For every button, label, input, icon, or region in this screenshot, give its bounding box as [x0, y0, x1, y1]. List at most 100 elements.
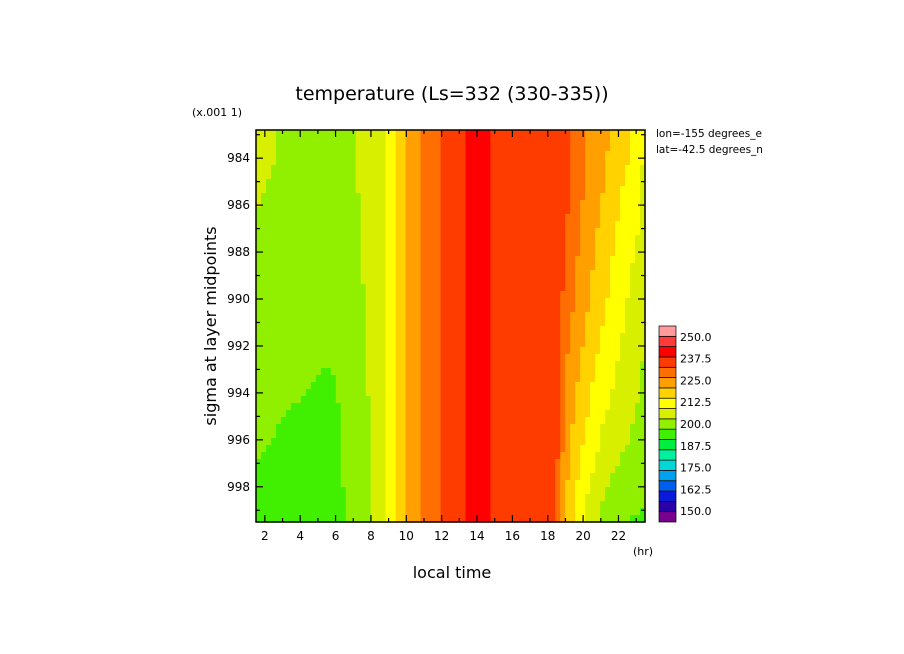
heatmap-cell [340, 389, 347, 397]
heatmap-cell [315, 249, 322, 257]
heatmap-cell [380, 242, 387, 250]
heatmap-cell [600, 270, 606, 278]
heatmap-cell [600, 305, 606, 313]
colorbar-swatch [658, 366, 677, 378]
heatmap-cell [305, 445, 312, 453]
heatmap-cell [460, 151, 467, 159]
heatmap-cell [260, 158, 267, 166]
heatmap-cell [495, 480, 501, 488]
heatmap-cell [340, 249, 347, 257]
heatmap-cell [440, 221, 447, 229]
colorbar-label: 250.0 [680, 331, 712, 344]
heatmap-cell [580, 459, 586, 467]
heatmap-cell [395, 466, 402, 474]
heatmap-cell [575, 480, 581, 488]
heatmap-cell [480, 487, 487, 495]
heatmap-cell [350, 291, 357, 299]
heatmap-cell [425, 382, 432, 390]
heatmap-cell [335, 466, 342, 474]
heatmap-cell [420, 193, 427, 201]
heatmap-cell [505, 417, 511, 425]
heatmap-cell [495, 130, 501, 138]
heatmap-cell [630, 452, 636, 460]
heatmap-cell [495, 193, 501, 201]
heatmap-cell [580, 361, 586, 369]
heatmap-cell [380, 270, 387, 278]
heatmap-cell [475, 256, 482, 264]
heatmap-cell [315, 277, 322, 285]
heatmap-cell [300, 424, 307, 432]
heatmap-cell [620, 361, 626, 369]
heatmap-cell [505, 396, 511, 404]
heatmap-cell [390, 459, 397, 467]
heatmap-cell [495, 368, 501, 376]
heatmap-cell [440, 151, 447, 159]
heatmap-cell [340, 298, 347, 306]
heatmap-cell [495, 249, 501, 257]
heatmap-cell [295, 263, 302, 271]
heatmap-cell [390, 221, 397, 229]
heatmap-cell [330, 403, 337, 411]
heatmap-cell [320, 137, 327, 145]
heatmap-cell [400, 333, 407, 341]
heatmap-cell [370, 438, 377, 446]
heatmap-cell [585, 431, 591, 439]
heatmap-cell [460, 186, 467, 194]
heatmap-cell [410, 424, 417, 432]
heatmap-cell [370, 396, 377, 404]
heatmap-cell [545, 403, 551, 411]
heatmap-cell [275, 249, 282, 257]
heatmap-cell [590, 389, 596, 397]
heatmap-cell [605, 172, 611, 180]
heatmap-cell [600, 431, 606, 439]
heatmap-cell [380, 179, 387, 187]
heatmap-cell [620, 375, 626, 383]
heatmap-cell [425, 347, 432, 355]
heatmap-cell [256, 452, 262, 460]
heatmap-cell [510, 340, 516, 348]
heatmap-cell [390, 193, 397, 201]
heatmap-cell [435, 438, 442, 446]
heatmap-cell [340, 396, 347, 404]
heatmap-cell [605, 501, 611, 509]
heatmap-cell [320, 375, 327, 383]
heatmap-cell [630, 151, 636, 159]
heatmap-cell [415, 396, 422, 404]
heatmap-cell [620, 256, 626, 264]
heatmap-cell [625, 389, 631, 397]
heatmap-cell [410, 221, 417, 229]
heatmap-cell [270, 466, 277, 474]
heatmap-cell [590, 130, 596, 138]
heatmap-cell [425, 186, 432, 194]
heatmap-cell [375, 459, 382, 467]
heatmap-cell [460, 396, 467, 404]
heatmap-cell [265, 473, 272, 481]
heatmap-cell [445, 284, 452, 292]
heatmap-cell [515, 172, 521, 180]
heatmap-cell [635, 228, 641, 236]
heatmap-cell [570, 137, 576, 145]
heatmap-cell [440, 501, 447, 509]
heatmap-cell [590, 480, 596, 488]
heatmap-cell [530, 151, 536, 159]
heatmap-cell [620, 242, 626, 250]
heatmap-cell [310, 361, 317, 369]
heatmap-cell [345, 186, 352, 194]
heatmap-cell [330, 466, 337, 474]
heatmap-cell [295, 501, 302, 509]
heatmap-cell [360, 186, 367, 194]
heatmap-cell [280, 417, 287, 425]
heatmap-cell [325, 417, 332, 425]
heatmap-cell [600, 473, 606, 481]
heatmap-cell [475, 473, 482, 481]
heatmap-cell [475, 186, 482, 194]
heatmap-cell [630, 235, 636, 243]
heatmap-cell [500, 277, 506, 285]
heatmap-cell [290, 473, 297, 481]
heatmap-cell [595, 473, 601, 481]
heatmap-cell [425, 459, 432, 467]
heatmap-cell [470, 396, 477, 404]
heatmap-cell [455, 501, 462, 509]
heatmap-cell [405, 424, 412, 432]
colorbar-swatch [658, 377, 677, 389]
